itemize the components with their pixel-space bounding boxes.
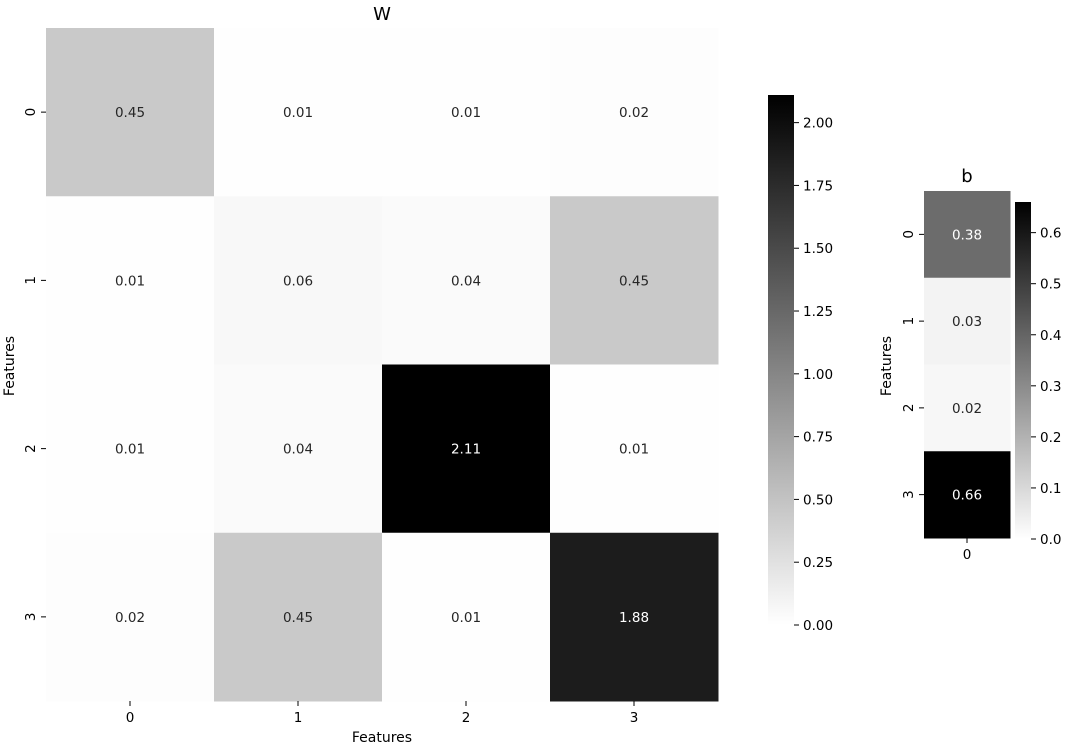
heatmap-cell <box>214 364 383 534</box>
colorbar-tick-label: 1.00 <box>803 367 833 383</box>
heatmap-b-y-label: Features <box>879 336 895 396</box>
heatmap-b-cells: 0.38 0.03 0.02 0.66 <box>924 191 1011 539</box>
colorbar-w-ticks: 0.00 0.25 0.50 0.75 1.00 1.25 1.50 1.75 2.00 <box>794 116 833 634</box>
x-tick-label: 0 <box>963 547 972 563</box>
colorbar-tick-label: 0.1 <box>1040 481 1061 497</box>
heatmap-b: b 0.38 0.03 0.02 0.66 0 0 1 2 3 Features <box>879 166 1011 563</box>
heatmap-cell <box>46 196 215 365</box>
colorbar-tick-label: 0.75 <box>803 430 833 446</box>
colorbar-tick-label: 2.00 <box>803 116 833 132</box>
colorbar-tick-label: 0.6 <box>1040 226 1061 242</box>
colorbar-b-gradient <box>1015 202 1031 539</box>
heatmap-cell <box>924 364 1011 452</box>
cell-value-label: 0.38 <box>952 227 982 243</box>
heatmap-cell <box>382 28 551 197</box>
heatmap-cell <box>214 28 383 197</box>
cell-value-label: 0.01 <box>451 610 481 626</box>
colorbar-tick-label: 0.25 <box>803 555 833 571</box>
colorbar-w: 0.00 0.25 0.50 0.75 1.00 1.25 1.50 1.75 2.00 <box>768 95 833 634</box>
y-tick-label: 1 <box>901 317 917 326</box>
cell-value-label: 0.01 <box>115 273 145 289</box>
colorbar-tick-label: 1.25 <box>803 304 833 320</box>
heatmap-cell <box>924 277 1011 365</box>
heatmap-w-x-ticks: 0 1 2 3 <box>126 701 639 726</box>
cell-value-label: 0.01 <box>619 442 649 458</box>
heatmap-w-cells: 0.45 0.01 0.01 0.02 0.01 0.06 0.04 0.45 0.01 0.04… <box>46 28 719 702</box>
cell-value-label: 0.45 <box>283 610 313 626</box>
heatmap-cell <box>550 532 719 702</box>
cell-value-label: 0.04 <box>451 273 481 289</box>
cell-value-label: 0.01 <box>283 105 313 121</box>
colorbar-tick-label: 0.50 <box>803 492 833 508</box>
cell-value-label: 0.01 <box>115 442 145 458</box>
colorbar-tick-label: 1.75 <box>803 178 833 194</box>
heatmap-w: W 0.45 0.01 0.01 0.020.01 0.06 0.04 0.450.01 0.… <box>2 4 719 746</box>
heatmap-cell <box>382 364 551 534</box>
colorbar-w-gradient <box>768 95 794 625</box>
colorbar-tick-label: 0.4 <box>1040 328 1061 344</box>
cell-value-label: 0.45 <box>115 105 145 121</box>
heatmap-w-y-label: Features <box>2 336 18 396</box>
y-tick-label: 0 <box>23 108 39 117</box>
cell-value-label: 0.01 <box>451 105 481 121</box>
y-tick-label: 3 <box>23 613 39 622</box>
heatmap-b-x-ticks: 0 <box>963 538 972 563</box>
x-tick-label: 0 <box>126 710 135 726</box>
x-tick-label: 2 <box>462 710 471 726</box>
cell-value-label: 0.66 <box>952 488 982 504</box>
y-tick-label: 0 <box>901 230 917 239</box>
y-tick-label: 1 <box>23 276 39 285</box>
colorbar-tick-label: 0.00 <box>803 618 833 634</box>
heatmap-cell <box>46 28 215 197</box>
colorbar-tick-label: 1.50 <box>803 241 833 257</box>
y-tick-label: 2 <box>901 404 917 413</box>
heatmap-cell <box>214 532 383 702</box>
cell-value-label: 2.11 <box>451 442 481 458</box>
heatmap-b-y-ticks: 0 1 2 3 <box>901 230 924 499</box>
heatmap-w-title: W <box>373 4 391 25</box>
heatmap-w-y-ticks: 0 1 2 3 <box>23 108 46 621</box>
heatmap-cell <box>550 364 719 534</box>
colorbar-tick-label: 0.3 <box>1040 379 1061 395</box>
heatmap-w-x-label: Features <box>352 730 412 746</box>
y-tick-label: 2 <box>23 444 39 453</box>
cell-value-label: 0.03 <box>952 314 982 330</box>
cell-value-label: 1.88 <box>619 610 649 626</box>
colorbar-tick-label: 0.2 <box>1040 430 1061 446</box>
heatmap-cell <box>46 364 215 534</box>
heatmap-cell <box>924 191 1011 279</box>
colorbar-b: 0.0 0.1 0.2 0.3 0.4 0.5 0.6 <box>1015 202 1061 548</box>
cell-value-label: 0.02 <box>952 401 982 417</box>
colorbar-b-ticks: 0.0 0.1 0.2 0.3 0.4 0.5 0.6 <box>1031 226 1061 548</box>
heatmap-cell <box>550 196 719 365</box>
heatmap-cell <box>550 28 719 197</box>
heatmap-cell <box>46 532 215 702</box>
heatmap-b-title: b <box>961 166 972 187</box>
heatmap-cell <box>382 532 551 702</box>
heatmap-cell <box>214 196 383 365</box>
cell-value-label: 0.06 <box>283 273 313 289</box>
cell-value-label: 0.04 <box>283 442 313 458</box>
cell-value-label: 0.02 <box>115 610 145 626</box>
colorbar-tick-label: 0.5 <box>1040 277 1061 293</box>
colorbar-tick-label: 0.0 <box>1040 532 1061 548</box>
heatmap-cell <box>382 196 551 365</box>
heatmap-cell <box>924 451 1011 539</box>
cell-value-label: 0.02 <box>619 105 649 121</box>
x-tick-label: 3 <box>630 710 639 726</box>
cell-value-label: 0.45 <box>619 273 649 289</box>
y-tick-label: 3 <box>901 490 917 499</box>
x-tick-label: 1 <box>294 710 303 726</box>
